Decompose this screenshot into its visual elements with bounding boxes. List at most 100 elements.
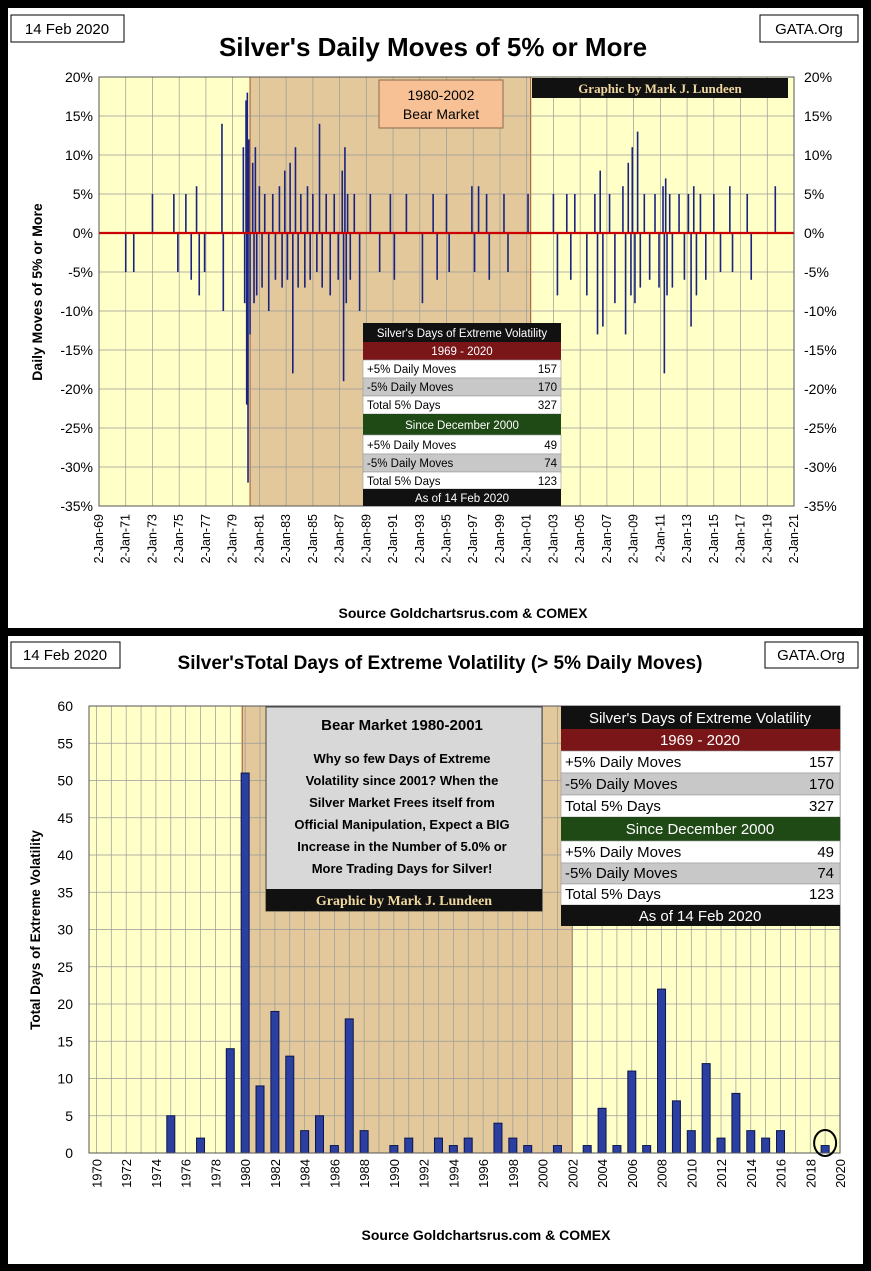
top-move-bar	[729, 186, 731, 233]
bottom-date-box	[10, 641, 121, 669]
top-y-tick-label: -20%	[60, 381, 93, 397]
top-move-bar	[602, 233, 604, 327]
top-table-period1: 1969 - 2020	[431, 346, 492, 358]
bottom-y-tick-label: 45	[57, 810, 73, 826]
top-x-tick-label: 2-Jan-21	[787, 514, 801, 563]
bottom-table-row4-label: +5% Daily Moves	[565, 844, 681, 861]
top-move-bar	[333, 194, 336, 233]
top-move-bar	[173, 194, 175, 233]
top-move-bar	[246, 92, 249, 233]
top-y-tick-label: 15%	[65, 108, 93, 124]
bottom-year-bar	[820, 1145, 830, 1154]
bottom-table-row5-label: -5% Daily Moves	[565, 865, 678, 882]
top-table-row5-label: -5% Daily Moves	[367, 458, 454, 470]
top-y-tick-label: -10%	[60, 303, 93, 319]
top-move-bar	[329, 233, 332, 296]
bottom-y-tick-label: 5	[65, 1108, 73, 1124]
top-y-axis-right: 20% 15% 10% 5% 0% -5% -10% -15% -20% -25% -30% -35%	[804, 69, 837, 514]
top-move-bar	[687, 194, 690, 233]
top-move-bar	[630, 233, 632, 296]
top-move-bar	[304, 233, 306, 288]
top-move-bar	[242, 147, 245, 233]
bottom-table-row2-value: 170	[809, 776, 834, 793]
bottom-y-tick-label: 50	[57, 773, 73, 789]
bottom-table-row6-value: 123	[809, 886, 834, 903]
top-move-bar	[267, 233, 270, 311]
top-move-bar	[281, 233, 283, 288]
top-move-bar	[247, 233, 249, 483]
top-x-tick-label: 2-Jan-75	[172, 514, 186, 563]
top-x-tick-label: 2-Jan-73	[145, 514, 159, 563]
top-x-tick-label: 2-Jan-15	[707, 514, 721, 563]
top-x-tick-label: 2-Jan-01	[520, 514, 534, 563]
bottom-table-row1-label: +5% Daily Moves	[565, 754, 681, 771]
top-table-row2-label: -5% Daily Moves	[367, 382, 454, 394]
top-move-bar	[254, 147, 257, 233]
bottom-year-bar	[344, 1018, 354, 1154]
bottom-year-bar	[225, 1048, 235, 1154]
bottom-x-tick-label: 2018	[803, 1159, 818, 1188]
top-move-bar	[471, 186, 473, 233]
top-credit: Graphic by Mark J. Lundeen	[578, 81, 742, 96]
bottom-year-bar	[315, 1115, 325, 1154]
bottom-year-bar	[285, 1055, 295, 1154]
bottom-x-tick-label: 1978	[208, 1159, 223, 1188]
top-move-bar	[699, 194, 702, 233]
bottom-title: Silver'sTotal Days of Extreme Volatility…	[178, 653, 703, 674]
top-move-bar	[599, 170, 602, 233]
top-move-bar	[294, 147, 297, 233]
top-x-tick-label: 2-Jan-79	[226, 514, 240, 563]
bottom-x-tick-label: 1976	[179, 1159, 194, 1188]
top-move-bar	[249, 233, 251, 335]
bottom-year-bar	[240, 772, 250, 1154]
bottom-chart: 14 Feb 2020 GATA.Org Silver'sTotal Days …	[8, 636, 863, 1264]
top-move-bar	[300, 194, 302, 233]
top-move-bar	[608, 194, 611, 233]
top-chart: 14 Feb 2020 GATA.Org Silver's Daily Move…	[8, 8, 863, 628]
bottom-x-tick-label: 2010	[684, 1159, 699, 1188]
top-table-row5-value: 74	[544, 458, 557, 470]
top-move-bar	[198, 233, 201, 296]
top-move-bar	[683, 233, 686, 280]
bottom-year-bar	[166, 1115, 176, 1154]
top-move-bar	[695, 233, 698, 296]
bottom-year-bar	[597, 1107, 607, 1154]
top-site-box	[759, 14, 859, 43]
top-move-bar	[261, 233, 263, 288]
top-move-bar	[473, 233, 476, 272]
top-move-bar	[627, 162, 630, 233]
top-table-footer: As of 14 Feb 2020	[415, 493, 509, 505]
bottom-x-tick-label: 1982	[268, 1159, 283, 1188]
top-move-bar	[713, 194, 715, 233]
top-move-bar	[448, 233, 450, 272]
top-x-tick-label: 2-Jan-77	[199, 514, 213, 563]
top-y-tick-label: 5%	[73, 186, 93, 202]
top-table-row6-label: Total 5% Days	[367, 476, 441, 488]
bottom-y-tick-label: 10	[57, 1071, 73, 1087]
bottom-year-bar	[508, 1137, 518, 1154]
bottom-year-bar	[329, 1145, 339, 1154]
top-x-tick-label: 2-Jan-83	[279, 514, 293, 563]
top-move-bar	[624, 233, 627, 335]
top-date-box	[10, 14, 125, 43]
bottom-x-tick-label: 1974	[149, 1159, 164, 1188]
top-table-header: Silver's Days of Extreme Volatility	[377, 328, 548, 340]
top-x-tick-label: 2-Jan-17	[734, 514, 748, 563]
top-move-bar	[124, 233, 127, 272]
bottom-note-line: Silver Market Frees itself from	[309, 795, 495, 810]
top-y-axis-title: Daily Moves of 5% or More	[29, 203, 45, 381]
bottom-table-row2-label: -5% Daily Moves	[565, 776, 678, 793]
top-volatility-table: Silver's Days of Extreme Volatility 1969…	[362, 323, 562, 506]
top-move-bar	[345, 233, 348, 304]
top-move-bar	[151, 194, 154, 233]
top-move-bar	[503, 194, 505, 233]
bottom-year-bar	[463, 1137, 473, 1154]
bottom-table-header-bg	[561, 706, 840, 729]
bottom-note-line: Increase in the Number of 5.0% or	[297, 839, 507, 854]
top-move-bar	[746, 194, 749, 233]
bottom-table-footer-bg	[561, 905, 840, 926]
bottom-volatility-table: Silver's Days of Extreme Volatility 1969…	[560, 706, 841, 926]
bottom-x-tick-label: 2012	[714, 1159, 729, 1188]
bottom-year-bar	[746, 1130, 756, 1154]
top-move-bar	[527, 194, 529, 233]
